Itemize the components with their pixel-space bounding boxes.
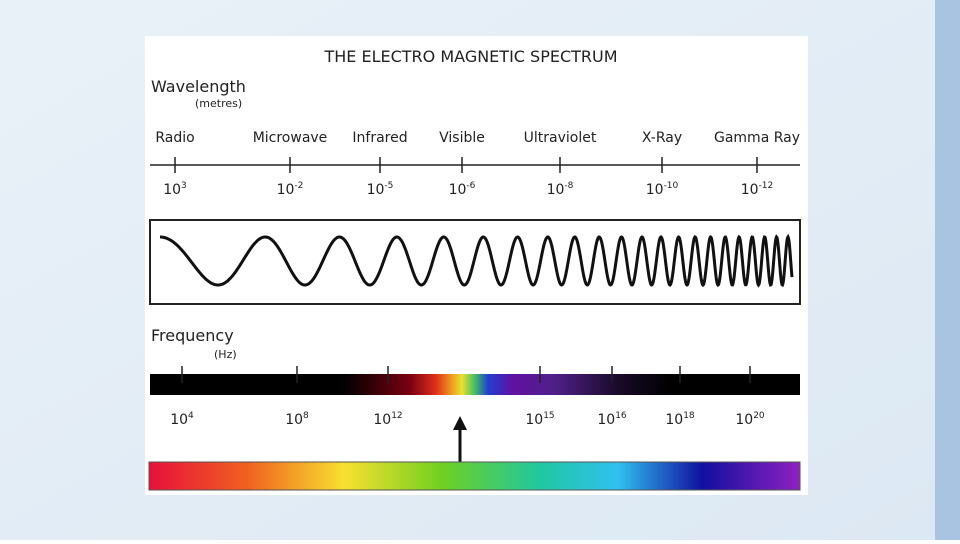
- power-exponent: 18: [683, 411, 695, 421]
- spectrum-bar: [150, 374, 800, 395]
- power-exponent: -6: [466, 181, 475, 191]
- power-base: 10: [646, 182, 664, 198]
- title: THE ELECTRO MAGNETIC SPECTRUM: [323, 47, 617, 66]
- band-name: Microwave: [253, 130, 328, 146]
- power-base: 10: [367, 182, 385, 198]
- frequency-tick-label: 1020: [735, 411, 765, 428]
- power-base: 10: [170, 412, 188, 428]
- band-name: Ultraviolet: [524, 130, 597, 146]
- frequency-unit: (Hz): [214, 348, 237, 361]
- power-exponent: 4: [188, 411, 194, 421]
- power-base: 10: [547, 182, 565, 198]
- band-name: Visible: [439, 130, 485, 146]
- band-name: Infrared: [352, 130, 407, 146]
- frequency-label: Frequency: [151, 326, 234, 345]
- power-exponent: -12: [759, 181, 774, 191]
- power-exponent: 3: [181, 181, 187, 191]
- wavelength-tick-label: 10-8: [547, 181, 574, 198]
- power-base: 10: [285, 412, 303, 428]
- power-base: 10: [741, 182, 759, 198]
- wavelength-label: Wavelength: [151, 77, 246, 96]
- power-base: 10: [373, 412, 391, 428]
- wavelength-unit: (metres): [195, 97, 242, 110]
- power-exponent: -5: [384, 181, 393, 191]
- band-name: Gamma Ray: [714, 130, 800, 146]
- frequency-tick-label: 1012: [373, 411, 402, 428]
- power-exponent: 15: [543, 411, 554, 421]
- power-base: 10: [665, 412, 683, 428]
- power-exponent: 16: [615, 411, 627, 421]
- power-base: 10: [277, 182, 295, 198]
- power-exponent: 20: [753, 411, 765, 421]
- wavelength-tick-label: 10-6: [449, 181, 476, 198]
- power-exponent: -2: [294, 181, 303, 191]
- side-strip: [935, 0, 960, 540]
- wave: [160, 233, 794, 288]
- power-base: 10: [449, 182, 467, 198]
- wavelength-tick-label: 10-5: [367, 181, 394, 198]
- frequency-tick-label: 108: [285, 411, 309, 428]
- power-base: 10: [597, 412, 615, 428]
- wavelength-tick-label: 10-12: [741, 181, 774, 198]
- power-base: 10: [163, 182, 181, 198]
- frequency-tick-label: 1015: [525, 411, 554, 428]
- power-exponent: 12: [391, 411, 402, 421]
- power-base: 10: [525, 412, 543, 428]
- wave-box: [149, 219, 801, 305]
- wavelength-tick-label: 10-2: [277, 181, 304, 198]
- wavelength-tick-label: 10-10: [646, 181, 679, 198]
- frequency-tick-label: 104: [170, 411, 194, 428]
- band-name: X-Ray: [642, 130, 682, 146]
- panel: [145, 36, 808, 495]
- frequency-tick-label: 1018: [665, 411, 695, 428]
- visible-bar: [148, 461, 801, 491]
- wavelength-tick-label: 103: [163, 181, 187, 198]
- power-exponent: 8: [303, 411, 309, 421]
- power-exponent: -8: [564, 181, 573, 191]
- frequency-tick-label: 1016: [597, 411, 627, 428]
- power-exponent: -10: [664, 181, 679, 191]
- band-name: Radio: [155, 130, 194, 146]
- power-base: 10: [735, 412, 753, 428]
- arrow-head: [453, 416, 467, 430]
